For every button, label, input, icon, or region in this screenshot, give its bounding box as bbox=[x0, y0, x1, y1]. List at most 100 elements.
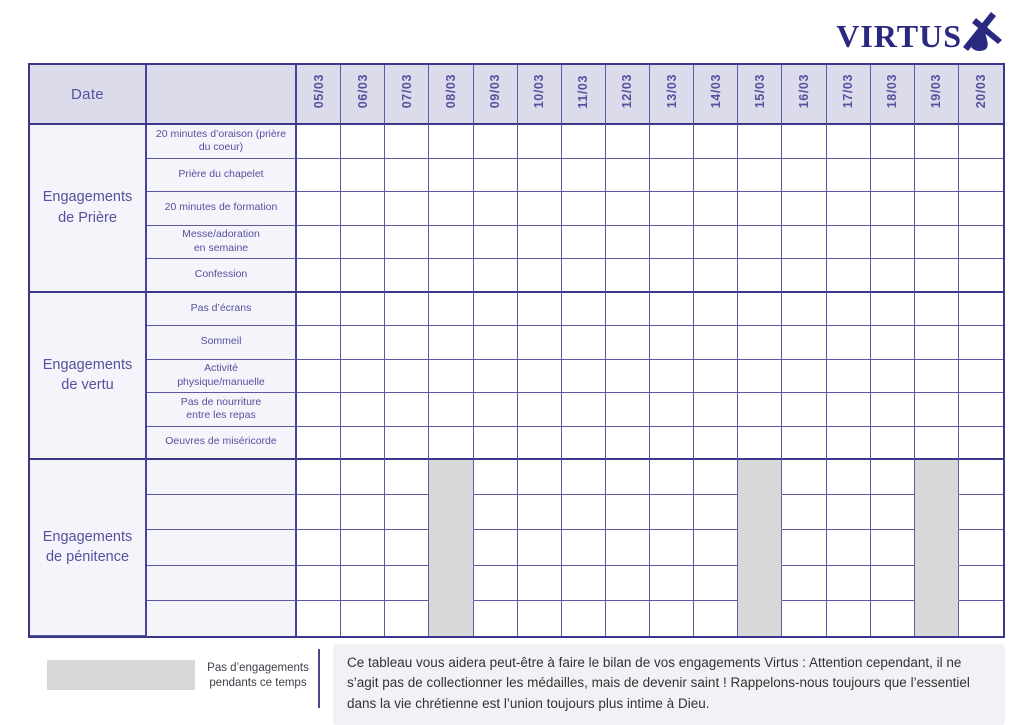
date-header-cell: Date bbox=[30, 65, 147, 125]
tracking-cell bbox=[958, 125, 1003, 159]
tracking-cell bbox=[914, 192, 959, 226]
tracking-cell bbox=[605, 225, 650, 259]
tracking-cell bbox=[826, 326, 871, 360]
row-label: Activité physique/manuelle bbox=[147, 359, 297, 393]
tracking-cell bbox=[605, 259, 650, 293]
blocked-cell bbox=[914, 495, 959, 531]
tracking-cell bbox=[517, 326, 562, 360]
tracking-cell bbox=[826, 495, 871, 531]
tracking-cell bbox=[385, 600, 430, 636]
tracking-cell bbox=[517, 530, 562, 566]
tracking-cell bbox=[958, 359, 1003, 393]
date-col-header: 09/03 bbox=[473, 65, 518, 125]
tracking-cell bbox=[782, 495, 827, 531]
tracking-cell bbox=[826, 565, 871, 601]
engagement-tracking-table: Date 05/03 06/03 07/03 08/03 09/03 10/03 11/03 1… bbox=[30, 65, 1003, 636]
virtus-logo: VIRTUS bbox=[836, 12, 1004, 57]
engagement-header-cell bbox=[147, 65, 297, 125]
tracking-cell bbox=[870, 326, 915, 360]
date-label: 11/03 bbox=[576, 74, 591, 109]
tracking-cell bbox=[650, 192, 695, 226]
tracking-cell bbox=[473, 259, 518, 293]
tracking-cell bbox=[914, 158, 959, 192]
tracking-cell bbox=[738, 125, 783, 159]
tracking-cell bbox=[605, 426, 650, 460]
blocked-cell bbox=[429, 460, 474, 496]
row-label bbox=[147, 460, 297, 496]
tracking-cell bbox=[605, 600, 650, 636]
logo-wordmark: VIRTUS bbox=[836, 18, 962, 54]
tracking-cell bbox=[429, 326, 474, 360]
tracking-cell bbox=[870, 225, 915, 259]
tracking-cell bbox=[826, 158, 871, 192]
date-label: 17/03 bbox=[841, 74, 856, 109]
row-label: Confession bbox=[147, 259, 297, 293]
tracking-cell bbox=[341, 359, 386, 393]
tracking-cell bbox=[826, 259, 871, 293]
date-col-header: 15/03 bbox=[738, 65, 783, 125]
tracking-cell bbox=[694, 192, 739, 226]
tracking-cell bbox=[782, 393, 827, 427]
tracking-cell bbox=[517, 192, 562, 226]
tracking-cell bbox=[341, 600, 386, 636]
tracking-cell bbox=[341, 125, 386, 159]
tracking-cell bbox=[473, 125, 518, 159]
tracking-cell bbox=[650, 292, 695, 326]
tracking-cell bbox=[958, 530, 1003, 566]
tracking-cell bbox=[385, 426, 430, 460]
tracking-cell bbox=[561, 125, 606, 159]
tracking-cell bbox=[385, 158, 430, 192]
tracking-cell bbox=[650, 495, 695, 531]
tracking-cell bbox=[782, 225, 827, 259]
date-label: 15/03 bbox=[752, 74, 767, 109]
date-col-header: 10/03 bbox=[517, 65, 562, 125]
tracking-cell bbox=[429, 225, 474, 259]
tracking-cell bbox=[958, 192, 1003, 226]
tracking-cell bbox=[870, 495, 915, 531]
tracking-cell bbox=[870, 530, 915, 566]
tracking-cell bbox=[605, 125, 650, 159]
tracking-cell bbox=[561, 259, 606, 293]
tracking-cell bbox=[517, 359, 562, 393]
tracking-cell bbox=[605, 530, 650, 566]
tracking-cell bbox=[738, 259, 783, 293]
tracking-cell bbox=[473, 495, 518, 531]
blocked-cell bbox=[429, 600, 474, 636]
date-col-header: 14/03 bbox=[694, 65, 739, 125]
tracking-cell bbox=[870, 292, 915, 326]
row-label: 20 minutes de formation bbox=[147, 192, 297, 226]
tracking-cell bbox=[782, 326, 827, 360]
date-col-header: 13/03 bbox=[650, 65, 695, 125]
tracking-cell bbox=[561, 565, 606, 601]
date-label: 07/03 bbox=[399, 74, 414, 109]
tracking-cell bbox=[914, 326, 959, 360]
tracking-cell bbox=[738, 359, 783, 393]
tracking-cell bbox=[297, 192, 342, 226]
tracking-cell bbox=[870, 259, 915, 293]
tracking-cell bbox=[870, 125, 915, 159]
tracking-cell bbox=[297, 225, 342, 259]
date-label: 08/03 bbox=[443, 74, 458, 109]
tracking-cell bbox=[650, 158, 695, 192]
tracking-cell bbox=[385, 292, 430, 326]
date-col-header: 19/03 bbox=[914, 65, 959, 125]
tracking-cell bbox=[473, 192, 518, 226]
group-label: Engagements de vertu bbox=[30, 292, 147, 460]
tracking-cell bbox=[473, 359, 518, 393]
tracking-cell bbox=[517, 600, 562, 636]
tracking-cell bbox=[473, 460, 518, 496]
tracking-cell bbox=[517, 393, 562, 427]
tracking-cell bbox=[297, 530, 342, 566]
tracking-cell bbox=[385, 125, 430, 159]
tracking-cell bbox=[694, 426, 739, 460]
tracking-cell bbox=[473, 530, 518, 566]
tracking-cell bbox=[473, 158, 518, 192]
tracking-cell bbox=[297, 259, 342, 293]
tracking-cell bbox=[650, 125, 695, 159]
date-label: 14/03 bbox=[708, 74, 723, 109]
tracking-cell bbox=[914, 393, 959, 427]
date-label: 09/03 bbox=[488, 74, 503, 109]
tracking-cell bbox=[738, 292, 783, 326]
tracking-cell bbox=[826, 460, 871, 496]
tracking-cell bbox=[561, 393, 606, 427]
